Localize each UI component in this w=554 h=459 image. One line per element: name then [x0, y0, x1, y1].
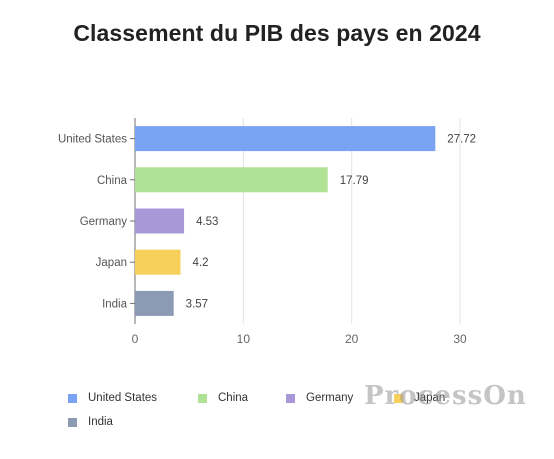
legend-swatch: [68, 417, 77, 427]
y-tick-label: United States: [58, 134, 127, 146]
chart-title: Classement du PIB des pays en 2024: [73, 20, 481, 46]
legend-label: Germany: [306, 392, 354, 404]
bar: [135, 208, 185, 234]
legend-swatch: [286, 393, 295, 403]
data-label: 27.72: [447, 134, 476, 146]
bar: [135, 290, 174, 316]
x-tick-label: 10: [237, 332, 251, 346]
legend-item[interactable]: United States: [68, 390, 157, 406]
x-tick-label: 30: [453, 332, 467, 346]
bar: [135, 249, 181, 275]
legend-item[interactable]: Germany: [286, 390, 353, 406]
legend-item[interactable]: Japan: [394, 390, 445, 406]
bar: [135, 126, 436, 152]
data-label: 17.79: [340, 175, 369, 187]
x-tick-label: 0: [132, 332, 139, 346]
legend-swatch: [68, 393, 77, 403]
watermark-logo: ProcessOn: [364, 381, 527, 411]
y-tick-label: India: [102, 298, 128, 310]
y-tick-label: Japan: [96, 257, 127, 269]
legend-item[interactable]: India: [68, 414, 113, 430]
legend-item[interactable]: China: [198, 390, 248, 406]
data-label: 3.57: [186, 298, 208, 310]
legend-label: India: [88, 416, 113, 428]
legend-swatch: [198, 393, 207, 403]
data-label: 4.2: [193, 257, 209, 269]
data-label: 4.53: [196, 216, 218, 228]
x-tick-label: 20: [345, 332, 359, 346]
legend-label: Japan: [414, 392, 446, 404]
y-tick-label: Germany: [80, 216, 128, 228]
y-tick-label: China: [97, 175, 128, 187]
legend-label: China: [218, 392, 249, 404]
legend-swatch: [394, 393, 403, 403]
legend-label: United States: [88, 392, 158, 404]
bar: [135, 167, 328, 193]
